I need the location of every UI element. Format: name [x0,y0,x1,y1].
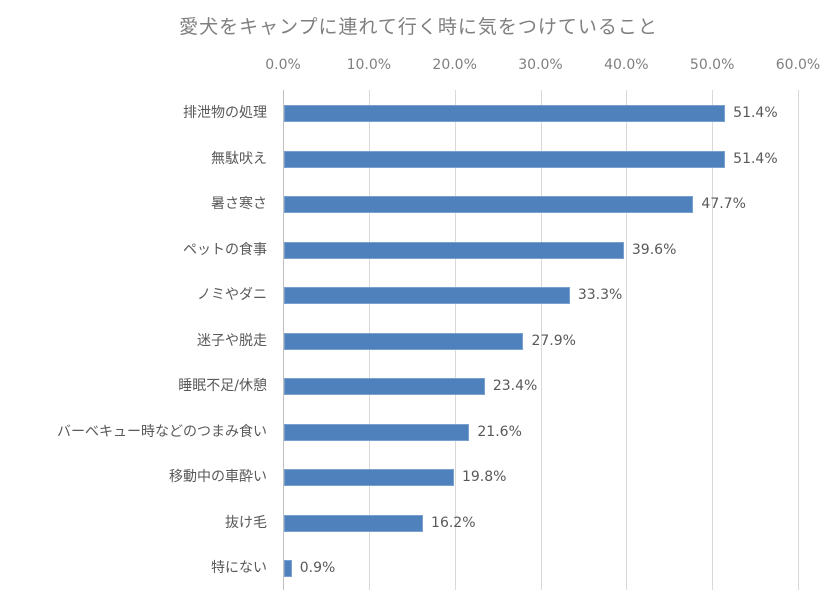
bar [284,196,694,213]
bar [284,332,524,350]
category-label: 無駄吠え [211,150,267,167]
gridline [540,90,542,590]
value-label: 16.2% [431,514,476,531]
category-label: 抜け毛 [225,514,267,531]
chart-title: 愛犬をキャンプに連れて行く時に気をつけていること [179,16,658,38]
value-label: 27.9% [531,332,576,349]
category-label: 移動中の車酔い [169,469,267,485]
bar [284,287,570,304]
category-label: 迷子や脱走 [197,332,267,349]
bar [284,378,485,395]
value-label: 23.4% [492,378,538,394]
bar [284,423,470,441]
bar [284,105,726,122]
x-tick-label: 30.0% [518,57,563,73]
value-label: 33.3% [577,287,623,303]
value-label: 21.6% [477,423,522,440]
x-tick-label: 20.0% [432,57,477,73]
bar [284,469,454,486]
gridline [626,90,628,590]
gridline [712,90,714,590]
category-label: ペットの食事 [183,241,267,258]
value-label: 51.4% [733,150,778,167]
category-label: 暑さ寒さ [211,196,267,212]
x-tick-label: 0.0% [265,57,301,73]
value-label: 39.6% [631,241,677,258]
gridline [798,90,799,590]
x-tick-label: 10.0% [346,57,392,73]
bar [284,150,726,168]
bar [284,514,424,532]
x-tick-label: 40.0% [604,57,649,73]
x-tick-label: 60.0% [775,57,821,73]
value-label: 51.4% [733,105,778,121]
x-tick-label: 50.0% [689,57,735,73]
gridline [283,90,284,590]
category-label: 排泄物の処理 [183,105,267,121]
category-label: ノミやダニ [197,287,267,303]
value-label: 47.7% [701,196,746,212]
category-label: バーベキュー時などのつまみ食い [57,423,267,440]
category-label: 睡眠不足/休憩 [178,378,267,394]
value-label: 0.9% [299,560,336,576]
bar [284,241,624,259]
bar [284,560,292,577]
category-label: 特にない [211,560,267,576]
value-label: 19.8% [461,469,507,485]
